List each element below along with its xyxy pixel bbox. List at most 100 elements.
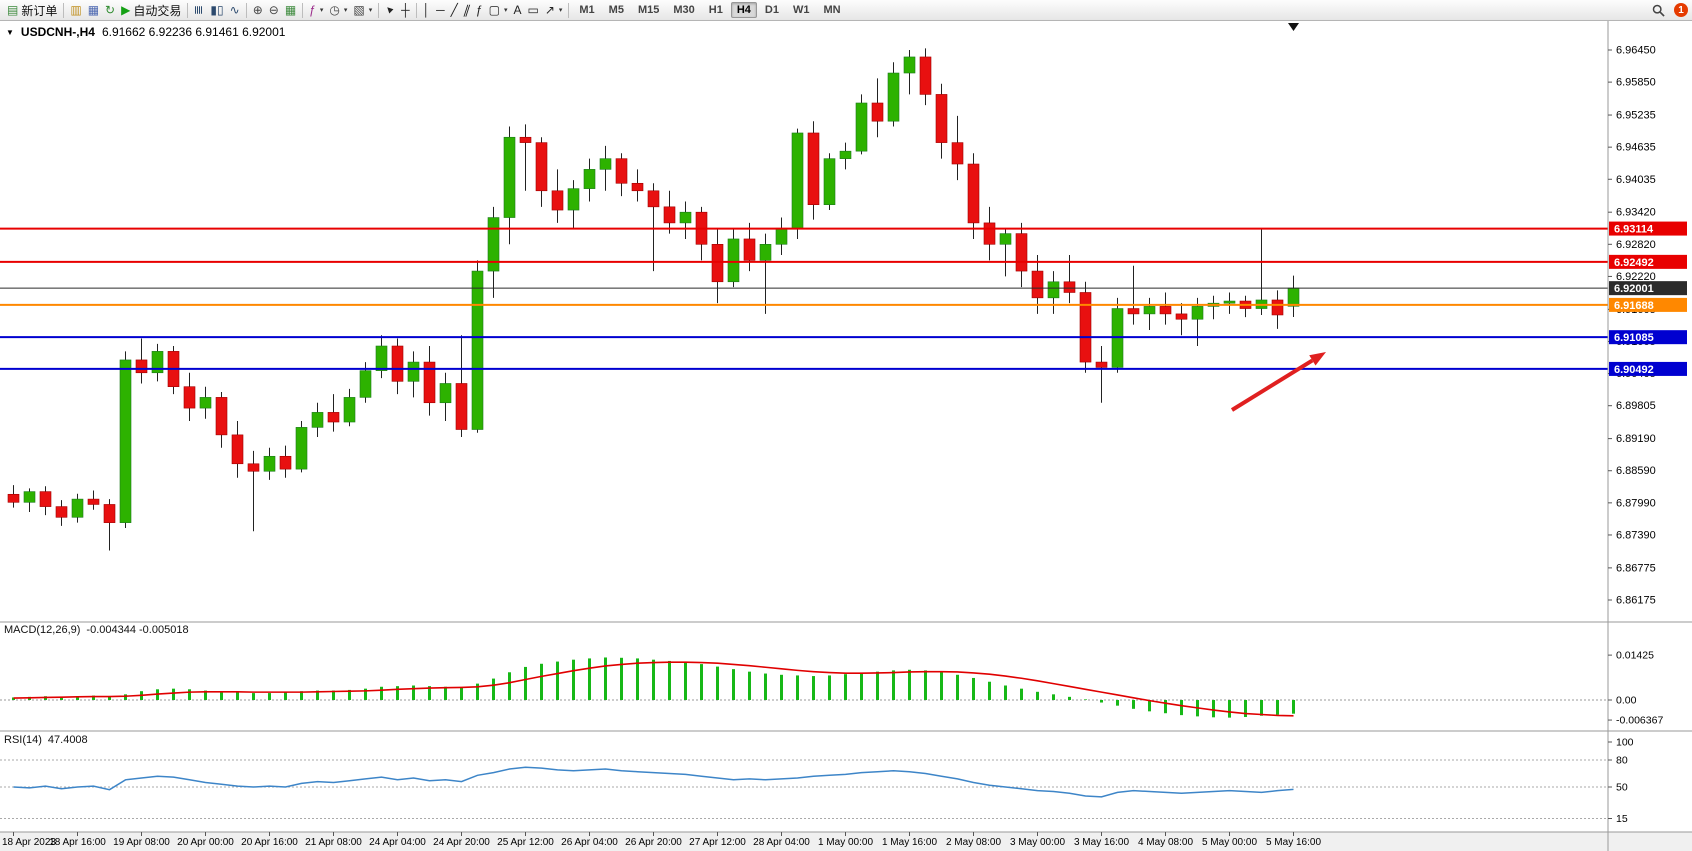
chart-ohlc-values: 6.91662 6.92236 6.91461 6.92001 [101, 25, 286, 39]
candlestick-chart-button[interactable]: ▮▯ [207, 1, 226, 19]
templates-button[interactable]: ▧ ▾ [350, 1, 375, 19]
horizontal-line-button[interactable]: ─ [433, 1, 448, 19]
macd-values: -0.004344 -0.005018 [86, 624, 189, 636]
symbol-dropdown-icon[interactable]: ▼ [6, 27, 14, 37]
timeframe-h4[interactable]: H4 [730, 2, 757, 18]
svg-text:6.93114: 6.93114 [1614, 224, 1654, 236]
timeframe-d1[interactable]: D1 [764, 4, 779, 16]
timeframe-m1[interactable]: M1 [579, 4, 595, 16]
timeframe-w1[interactable]: W1 [792, 4, 810, 16]
channel-button[interactable]: ∥ [461, 1, 473, 19]
macd-axis[interactable]: 0.01425 0.00 -0.006367 [1608, 650, 1663, 727]
svg-text:26 Apr 20:00: 26 Apr 20:00 [625, 837, 682, 848]
horizontal-lines[interactable] [0, 227, 1608, 370]
svg-text:5 May 00:00: 5 May 00:00 [1202, 837, 1257, 848]
bar-chart-icon: ≣ [192, 4, 207, 16]
text-button[interactable]: A [510, 1, 524, 19]
new-order-label: 新订单 [21, 3, 58, 18]
svg-text:6.94035: 6.94035 [1616, 174, 1656, 186]
rsi-line [13, 766, 1294, 798]
toolbar-separator [63, 2, 65, 18]
notification-badge[interactable]: 1 [1674, 3, 1688, 17]
search-icon [1652, 4, 1665, 17]
periods-button[interactable]: ◷ ▾ [326, 1, 350, 19]
autotrading-label: 自动交易 [133, 3, 182, 18]
toolbar-separator [378, 2, 380, 18]
shapes-button[interactable]: ▢ ▾ [486, 1, 511, 19]
svg-text:18 Apr 2023: 18 Apr 2023 [2, 837, 56, 848]
timeframe-m30[interactable]: M30 [673, 4, 695, 16]
macd-panel[interactable] [0, 657, 1608, 718]
price-badge-6.91085: 6.91085 [1609, 330, 1687, 345]
macd-signal-line [13, 661, 1294, 717]
rsi-indicator-label: RSI(14) 47.4008 [4, 734, 88, 746]
vertical-line-button[interactable]: │ [420, 1, 434, 19]
svg-text:24 Apr 04:00: 24 Apr 04:00 [369, 837, 426, 848]
templates-icon: ▧ [353, 3, 365, 17]
price-badge-6.92001: 6.92001 [1609, 281, 1687, 296]
cursor-button[interactable]: ▲ [382, 1, 398, 19]
crosshair-button[interactable]: ┼ [398, 1, 413, 19]
indicators-button[interactable]: ƒ ▾ [306, 1, 326, 19]
rsi-name: RSI(14) [4, 734, 42, 746]
svg-text:100: 100 [1616, 737, 1634, 749]
timeframe-toolbar: M1 M5 M15 M30 H1 H4 D1 W1 MN [572, 0, 847, 20]
timeframe-m5[interactable]: M5 [608, 4, 624, 16]
svg-text:6.87390: 6.87390 [1616, 529, 1656, 541]
trendline-button[interactable]: ╱ [448, 1, 461, 19]
indicators-dropdown-arrow[interactable]: ▾ [319, 7, 324, 14]
zoom-out-button[interactable]: ⊖ [266, 1, 282, 19]
svg-text:28 Apr 04:00: 28 Apr 04:00 [753, 837, 810, 848]
svg-text:6.90492: 6.90492 [1614, 364, 1654, 376]
rsi-panel[interactable] [0, 759, 1608, 819]
timeframe-m15[interactable]: M15 [637, 4, 660, 16]
svg-text:6.92492: 6.92492 [1614, 257, 1654, 269]
timeframe-mn[interactable]: MN [823, 4, 841, 16]
chart-shift-marker[interactable] [1288, 23, 1299, 31]
svg-text:6.86775: 6.86775 [1616, 562, 1656, 574]
profiles-button[interactable]: ▦ [85, 1, 102, 19]
chart-symbol-title: USDCNH-,H4 [20, 25, 95, 39]
rsi-axis[interactable]: 100 80 50 15 [1608, 737, 1634, 826]
fibonacci-button[interactable]: ƒ [473, 1, 486, 19]
tile-windows-button[interactable]: ▦ [282, 1, 299, 19]
chart-title: ▼ USDCNH-,H4 6.91662 6.92236 6.91461 6.9… [6, 25, 285, 39]
svg-text:6.89190: 6.89190 [1616, 433, 1656, 445]
line-chart-icon: ∿ [229, 3, 240, 17]
arrows-button[interactable]: ↗ ▾ [542, 1, 566, 19]
zoom-in-button[interactable]: ⊕ [250, 1, 266, 19]
svg-text:15: 15 [1616, 813, 1628, 825]
rsi-value: 47.4008 [47, 734, 88, 746]
arrows-icon: ↗ [544, 3, 555, 17]
bar-chart-button[interactable]: ≣ [191, 1, 207, 19]
svg-text:1 May 00:00: 1 May 00:00 [818, 837, 873, 848]
crosshair-icon: ┼ [401, 3, 410, 17]
shapes-dropdown-arrow[interactable]: ▾ [503, 7, 508, 14]
line-chart-button[interactable]: ∿ [227, 1, 243, 19]
periods-dropdown-arrow[interactable]: ▾ [343, 7, 348, 14]
trend-arrow-annotation[interactable] [1230, 352, 1326, 412]
search-button[interactable] [1649, 1, 1668, 19]
autotrading-icon: ▶ [121, 3, 131, 17]
new-chart-button[interactable]: ▥ [67, 1, 84, 19]
svg-text:50: 50 [1616, 782, 1628, 794]
svg-text:-0.006367: -0.006367 [1616, 715, 1663, 727]
svg-text:6.95850: 6.95850 [1616, 77, 1656, 89]
svg-text:1 May 16:00: 1 May 16:00 [882, 837, 937, 848]
refresh-button[interactable]: ↻ [102, 1, 118, 19]
templates-dropdown-arrow[interactable]: ▾ [368, 7, 373, 14]
candlestick-series[interactable] [7, 48, 1300, 551]
label-button[interactable]: ▭ [524, 1, 541, 19]
arrows-dropdown-arrow[interactable]: ▾ [558, 7, 563, 14]
price-badge-6.90492: 6.90492 [1609, 361, 1687, 376]
svg-text:20 Apr 16:00: 20 Apr 16:00 [241, 837, 298, 848]
new-order-button[interactable]: ▤ 新订单 [4, 1, 60, 19]
timeframe-h1[interactable]: H1 [708, 4, 723, 16]
svg-text:4 May 08:00: 4 May 08:00 [1138, 837, 1193, 848]
autotrading-button[interactable]: ▶ 自动交易 [118, 1, 184, 19]
trendline-icon: ╱ [450, 3, 458, 17]
svg-text:6.92820: 6.92820 [1616, 239, 1656, 251]
